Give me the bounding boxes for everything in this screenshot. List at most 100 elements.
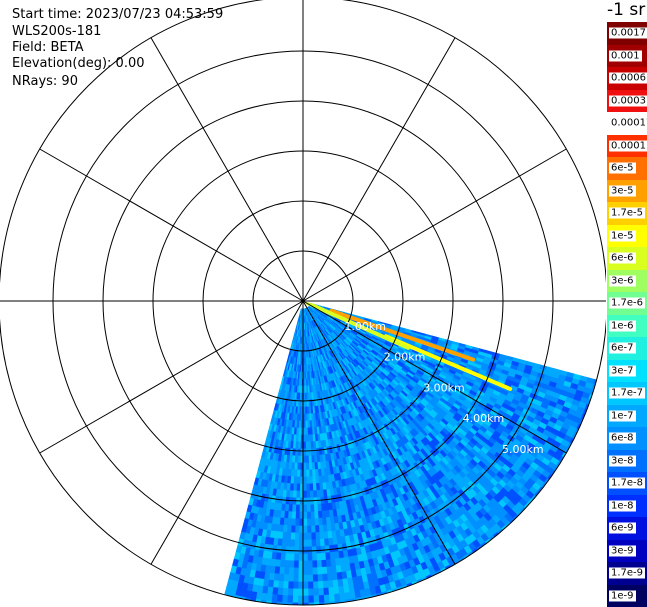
data-cell (307, 553, 313, 562)
colorbar-tick-label: 3e-8 (609, 455, 636, 467)
data-cell (310, 525, 316, 534)
data-cell (326, 573, 333, 582)
data-cell (311, 560, 318, 569)
colorbar-cell: 3e-6 (607, 269, 647, 292)
data-cell (306, 518, 312, 527)
data-cell (433, 578, 442, 588)
data-cell (298, 553, 304, 562)
data-cell (305, 483, 310, 492)
data-cell (312, 574, 319, 583)
colorbar-tick-label: 0.0006 (609, 72, 647, 84)
data-cell (310, 511, 315, 520)
data-cell (294, 532, 300, 541)
data-cell (317, 580, 324, 589)
data-cell (310, 518, 316, 527)
data-cell (295, 490, 300, 499)
data-cell (287, 574, 294, 583)
data-cell (224, 592, 231, 602)
data-cell (552, 477, 563, 488)
data-cell (542, 490, 553, 501)
data-cell (392, 594, 402, 604)
data-cell (321, 566, 328, 575)
range-ring-label: 2.00km (384, 351, 426, 364)
data-cell (535, 499, 546, 509)
data-cell (287, 588, 294, 597)
colorbar-tick-label: 3e-9 (609, 545, 636, 557)
data-cell (305, 448, 309, 457)
data-cell (360, 596, 368, 605)
data-cell (290, 532, 296, 541)
data-cell (555, 473, 566, 483)
colorbar-cell: 0.001 (607, 44, 647, 67)
data-cell (328, 594, 335, 603)
data-cell (457, 565, 467, 576)
data-cell (546, 486, 556, 496)
data-cell (327, 587, 335, 596)
data-cell (297, 574, 304, 583)
data-cell (532, 503, 542, 513)
data-cell (310, 532, 316, 541)
data-cell (276, 587, 284, 596)
data-cell (549, 482, 560, 492)
data-cell (461, 562, 471, 573)
data-cell (284, 553, 291, 561)
colorbar-tick-label: 3e-7 (609, 365, 636, 377)
colorbar-cell: 1.7e-5 (607, 202, 647, 225)
range-ring-label: 5.00km (502, 443, 544, 456)
range-ring-label: 3.00km (423, 381, 465, 394)
data-cell (302, 567, 309, 576)
colorbar-tick-label: 0.0003 (609, 95, 647, 107)
data-cell (524, 511, 535, 521)
data-cell (312, 595, 320, 604)
colorbar-tick-label: 1.7e-7 (609, 387, 646, 399)
colorbar-cell: 3e-5 (607, 179, 647, 202)
colorbar-cell: 0.00017 (607, 112, 647, 135)
data-cell (290, 518, 296, 527)
data-cell (289, 539, 295, 548)
data-cell (575, 440, 585, 450)
colorbar-tick-label: 1e-6 (609, 320, 636, 332)
data-cell (387, 596, 396, 605)
colorbar-tick-label: 0.001 (609, 50, 642, 62)
data-cell (584, 421, 595, 430)
data-cell (288, 560, 295, 569)
data-cell (292, 595, 299, 604)
instrument-text: WLS200s-181 (12, 24, 102, 39)
data-cell (311, 539, 317, 548)
data-cell (295, 504, 300, 513)
colorbar-cell: 1.7e-8 (607, 472, 647, 495)
data-cell (307, 560, 313, 569)
data-cell (305, 462, 310, 471)
data-cell (592, 401, 597, 410)
data-cell (292, 574, 299, 583)
data-cell (281, 594, 288, 603)
data-cell (488, 544, 498, 554)
colorbar-tick-label: 0.00017 (609, 117, 647, 129)
data-cell (302, 560, 308, 569)
data-cell (283, 567, 290, 575)
data-cell (528, 507, 539, 517)
data-cell (302, 490, 307, 499)
data-cell (307, 581, 314, 590)
data-cell (398, 592, 407, 602)
data-cell (570, 450, 580, 460)
data-cell (293, 553, 299, 562)
data-cell (413, 587, 422, 597)
data-cell (297, 588, 304, 597)
data-cell (302, 581, 309, 590)
colorbar-cell: 0.0001 (607, 134, 647, 157)
data-cell (302, 588, 309, 597)
data-cell (334, 600, 341, 605)
data-cell (302, 504, 307, 513)
data-cell (355, 597, 363, 605)
colorbar-cell: 3e-7 (607, 359, 647, 382)
data-cell (302, 539, 308, 548)
data-cell (313, 511, 319, 520)
data-cell (292, 588, 299, 597)
data-cell (298, 560, 304, 569)
data-cell (558, 468, 569, 479)
data-cell (284, 560, 290, 568)
data-cell (312, 567, 318, 576)
data-cell (298, 511, 304, 520)
data-cell (572, 445, 583, 455)
